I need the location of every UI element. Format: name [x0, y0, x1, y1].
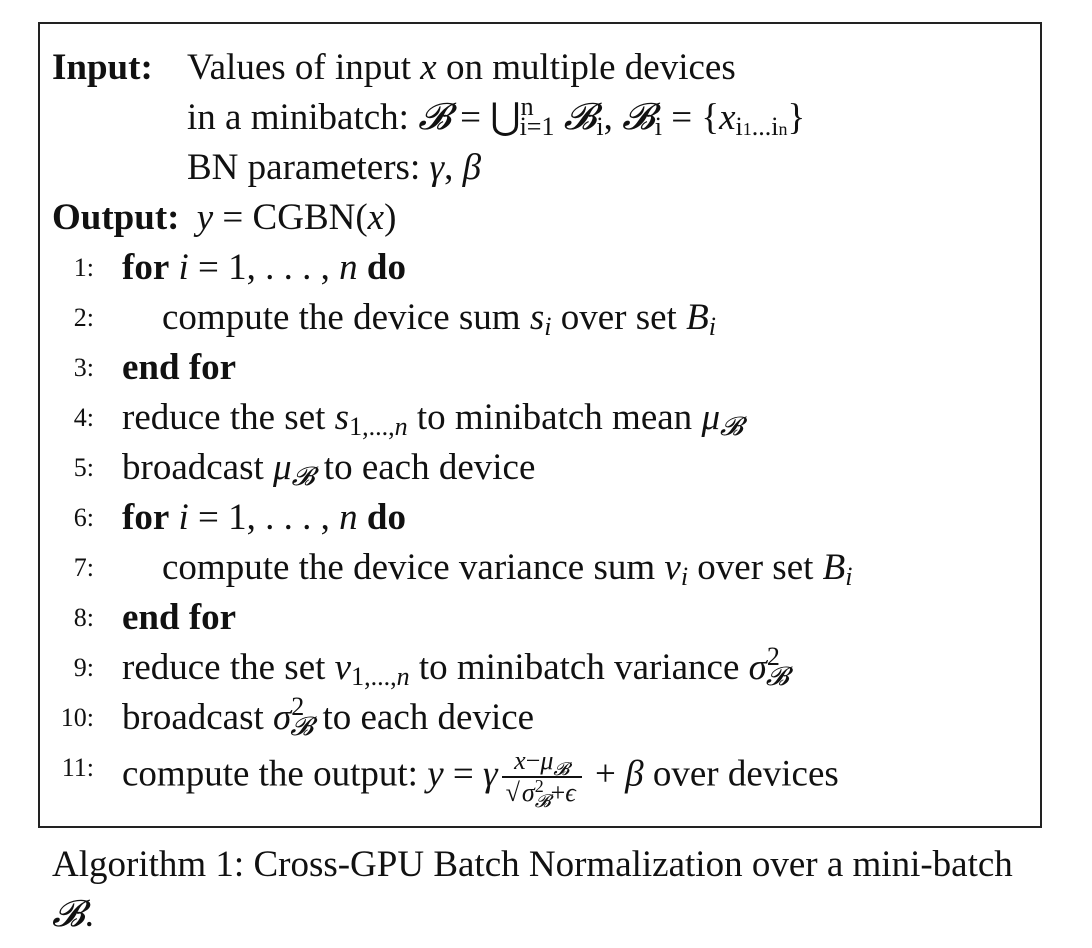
step-number: 3: — [73, 353, 94, 382]
step-10: broadcast σ2𝓑 to each device — [122, 692, 535, 741]
input-desc-1: Values of input x on multiple devices — [187, 47, 736, 88]
output-label: Output: — [52, 197, 180, 238]
output-expr: y = CGBN(x) — [196, 197, 397, 238]
step-number: 5: — [73, 453, 94, 482]
step-number: 8: — [73, 603, 94, 632]
step-5: broadcast μ𝓑 to each device — [122, 447, 536, 491]
step-number: 9: — [73, 653, 94, 682]
step-4: reduce the set s1,...,n to minibatch mea… — [122, 397, 743, 441]
output-fraction: x−μ𝓑 √σ2𝓑+ϵ — [501, 746, 582, 810]
algorithm-box — [38, 22, 1042, 828]
step-number: 4: — [73, 403, 94, 432]
step-9: reduce the set v1,...,n to minibatch var… — [122, 642, 789, 691]
input-line-2: in a minibatch: 𝓑 = ⋃ni=1 𝓑i, 𝓑i = {xi1.… — [187, 92, 806, 141]
input-line-1: Input: Values of input x on multiple dev… — [52, 46, 736, 90]
input-label: Input: — [52, 47, 153, 88]
algorithm-caption: Algorithm 1: Cross-GPU Batch Normalizati… — [52, 844, 1013, 935]
output-line: Output: y = CGBN(x) — [52, 196, 396, 240]
step-number: 6: — [73, 503, 94, 532]
step-3: end for — [122, 347, 237, 388]
input-line-3: BN parameters: γ, β — [187, 147, 482, 188]
step-number: 11: — [61, 753, 94, 782]
step-7: compute the device variance sum vi over … — [162, 547, 853, 591]
step-1: for i = 1, . . . , n do — [122, 247, 406, 288]
step-number: 7: — [73, 553, 94, 582]
step-2: compute the device sum si over set Bi — [162, 297, 716, 341]
step-number: 10: — [60, 703, 94, 732]
step-11: compute the output: y = γ x−μ𝓑 √σ2𝓑+ϵ + β … — [122, 746, 839, 811]
step-8: end for — [122, 597, 237, 638]
step-number: 1: — [73, 253, 94, 282]
step-number: 2: — [73, 303, 94, 332]
step-6: for i = 1, . . . , n do — [122, 497, 406, 538]
